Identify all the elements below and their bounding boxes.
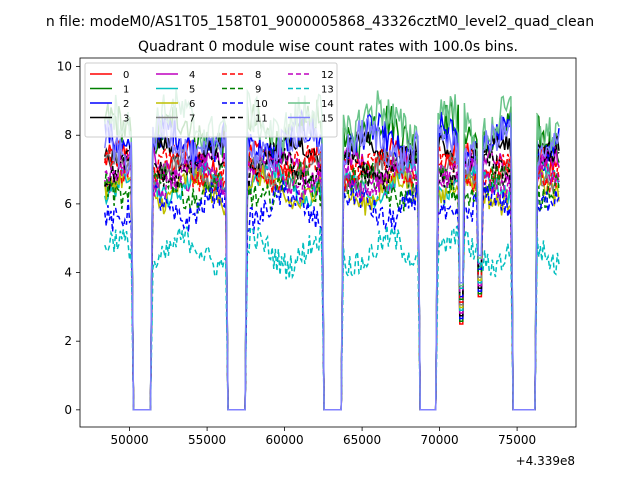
y-tick-label: 4 [64,266,72,280]
legend-label: 0 [123,70,129,81]
legend-label: 5 [189,85,195,96]
y-tick-label: 2 [64,334,72,348]
legend-label: 14 [321,99,334,110]
plot-area-frame [79,57,577,428]
legend-label: 9 [255,85,261,96]
x-tick-label: 65000 [343,433,381,447]
figure-suptitle: n file: modeM0/AS1T05_158T01_9000005868_… [46,14,594,30]
chart-title: Quadrant 0 module wise count rates with … [138,39,518,55]
legend-label: 2 [123,99,129,110]
x-offset-label: +4.339e8 [516,454,575,468]
y-tick-label: 6 [64,197,72,211]
legend-label: 10 [255,99,268,110]
series-line-13 [104,225,560,411]
x-tick-label: 70000 [421,433,459,447]
legend-label: 3 [123,114,129,125]
x-tick-label: 50000 [111,433,149,447]
legend-label: 1 [123,85,129,96]
y-axis: 0 2 4 6 8 10 [57,60,80,417]
x-tick-label: 60000 [266,433,304,447]
x-tick-label: 75000 [498,433,536,447]
legend-label: 4 [189,70,195,81]
y-tick-label: 8 [64,128,72,142]
legend-label: 8 [255,70,261,81]
legend-box [84,62,338,138]
legend-label: 13 [321,85,334,96]
series-line-10 [104,178,560,411]
legend-label: 7 [189,114,195,125]
x-axis: 50000 55000 60000 65000 70000 75000 [111,427,536,447]
series-line-15 [104,115,560,411]
y-tick-label: 10 [57,60,72,74]
legend-label: 6 [189,99,195,110]
legend-label: 15 [321,114,334,125]
x-tick-label: 55000 [188,433,226,447]
legend-label: 11 [255,114,268,125]
legend-label: 12 [321,70,334,81]
series-line-6 [104,164,560,411]
y-tick-label: 0 [64,403,72,417]
